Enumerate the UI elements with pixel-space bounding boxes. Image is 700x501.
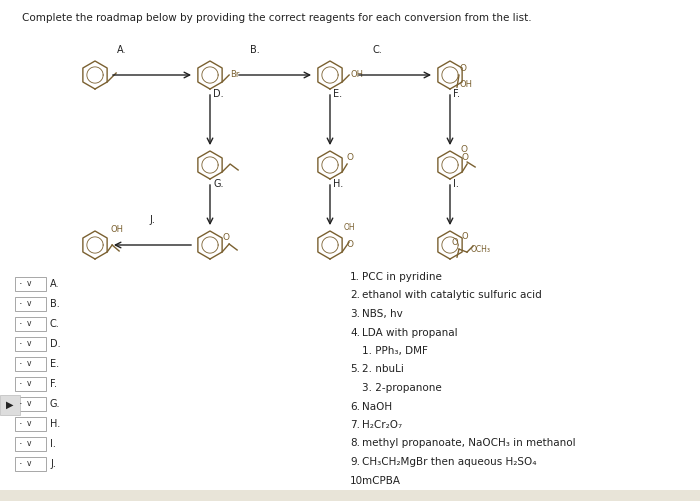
Text: v: v [27, 399, 32, 408]
Text: ·: · [19, 419, 22, 429]
Text: OCH₃: OCH₃ [471, 245, 491, 254]
FancyBboxPatch shape [15, 376, 46, 390]
Text: O: O [460, 145, 467, 154]
Text: A.: A. [118, 45, 127, 55]
Text: NaOH: NaOH [362, 401, 392, 411]
Text: OH: OH [460, 80, 473, 89]
Text: ·: · [19, 439, 22, 449]
Text: C.: C. [372, 45, 382, 55]
Text: 5.: 5. [350, 365, 360, 375]
Text: ·: · [19, 359, 22, 369]
Text: ▶: ▶ [6, 400, 14, 410]
Text: OH: OH [344, 223, 356, 232]
FancyBboxPatch shape [15, 317, 46, 331]
Text: H.: H. [50, 419, 60, 429]
Text: 2.: 2. [350, 291, 360, 301]
Text: ·: · [19, 279, 22, 289]
Text: v: v [27, 419, 32, 428]
Text: D.: D. [213, 89, 223, 99]
Text: mCPBA: mCPBA [362, 475, 400, 485]
Text: 2. nbuLi: 2. nbuLi [362, 365, 404, 375]
Text: v: v [27, 360, 32, 369]
Text: B.: B. [50, 299, 60, 309]
Text: v: v [27, 280, 32, 289]
Text: v: v [27, 459, 32, 468]
FancyBboxPatch shape [15, 297, 46, 311]
Text: ·: · [19, 399, 22, 409]
Text: methyl propanoate, NaOCH₃ in methanol: methyl propanoate, NaOCH₃ in methanol [362, 438, 575, 448]
Text: ·: · [19, 299, 22, 309]
Text: v: v [27, 300, 32, 309]
Text: H.: H. [333, 179, 343, 189]
Text: O: O [462, 232, 468, 241]
Text: OH: OH [350, 70, 363, 79]
Text: 1. PPh₃, DMF: 1. PPh₃, DMF [362, 346, 428, 356]
Text: F.: F. [453, 89, 460, 99]
Text: O: O [346, 153, 353, 162]
Text: 10.: 10. [350, 475, 367, 485]
Text: ·: · [19, 339, 22, 349]
FancyBboxPatch shape [15, 277, 46, 291]
Text: 8.: 8. [350, 438, 360, 448]
Text: O: O [223, 233, 230, 242]
Text: O: O [461, 153, 468, 162]
Text: 4.: 4. [350, 328, 360, 338]
Text: PCC in pyridine: PCC in pyridine [362, 272, 442, 282]
FancyBboxPatch shape [15, 357, 46, 371]
Text: 9.: 9. [350, 457, 360, 467]
Text: B.: B. [250, 45, 260, 55]
Text: ·: · [19, 319, 22, 329]
Text: Complete the roadmap below by providing the correct reagents for each conversion: Complete the roadmap below by providing … [22, 13, 531, 23]
Text: O: O [346, 240, 354, 249]
Text: v: v [27, 320, 32, 329]
Text: ·: · [19, 459, 22, 469]
Text: LDA with propanal: LDA with propanal [362, 328, 458, 338]
Text: A.: A. [50, 279, 60, 289]
Text: I.: I. [453, 179, 459, 189]
Text: J.: J. [50, 459, 56, 469]
Text: E.: E. [50, 359, 59, 369]
Text: G.: G. [213, 179, 223, 189]
Text: 3. 2-propanone: 3. 2-propanone [362, 383, 442, 393]
Text: F.: F. [50, 379, 57, 389]
FancyBboxPatch shape [15, 396, 46, 410]
FancyBboxPatch shape [15, 337, 46, 351]
Text: 6.: 6. [350, 401, 360, 411]
Text: OH: OH [110, 225, 123, 234]
Text: I.: I. [50, 439, 56, 449]
Text: ethanol with catalytic sulfuric acid: ethanol with catalytic sulfuric acid [362, 291, 542, 301]
Bar [0, 395, 20, 415]
Text: NBS, hv: NBS, hv [362, 309, 402, 319]
Text: D.: D. [50, 339, 61, 349]
FancyBboxPatch shape [15, 416, 46, 430]
Text: Br: Br [230, 70, 239, 79]
Text: 7.: 7. [350, 420, 360, 430]
FancyBboxPatch shape [15, 436, 46, 450]
Text: 3.: 3. [350, 309, 360, 319]
Text: v: v [27, 379, 32, 388]
Text: J.: J. [149, 215, 155, 225]
Text: 1.: 1. [350, 272, 360, 282]
Text: ·: · [19, 379, 22, 389]
Text: v: v [27, 340, 32, 349]
Text: E.: E. [333, 89, 342, 99]
Text: G.: G. [50, 399, 60, 409]
Text: O: O [452, 238, 458, 247]
Text: v: v [27, 439, 32, 448]
Text: O: O [459, 64, 466, 73]
Text: H₂Cr₂O₇: H₂Cr₂O₇ [362, 420, 402, 430]
Text: C.: C. [50, 319, 60, 329]
Bar [0, 490, 700, 501]
FancyBboxPatch shape [15, 456, 46, 470]
Text: CH₃CH₂MgBr then aqueous H₂SO₄: CH₃CH₂MgBr then aqueous H₂SO₄ [362, 457, 536, 467]
